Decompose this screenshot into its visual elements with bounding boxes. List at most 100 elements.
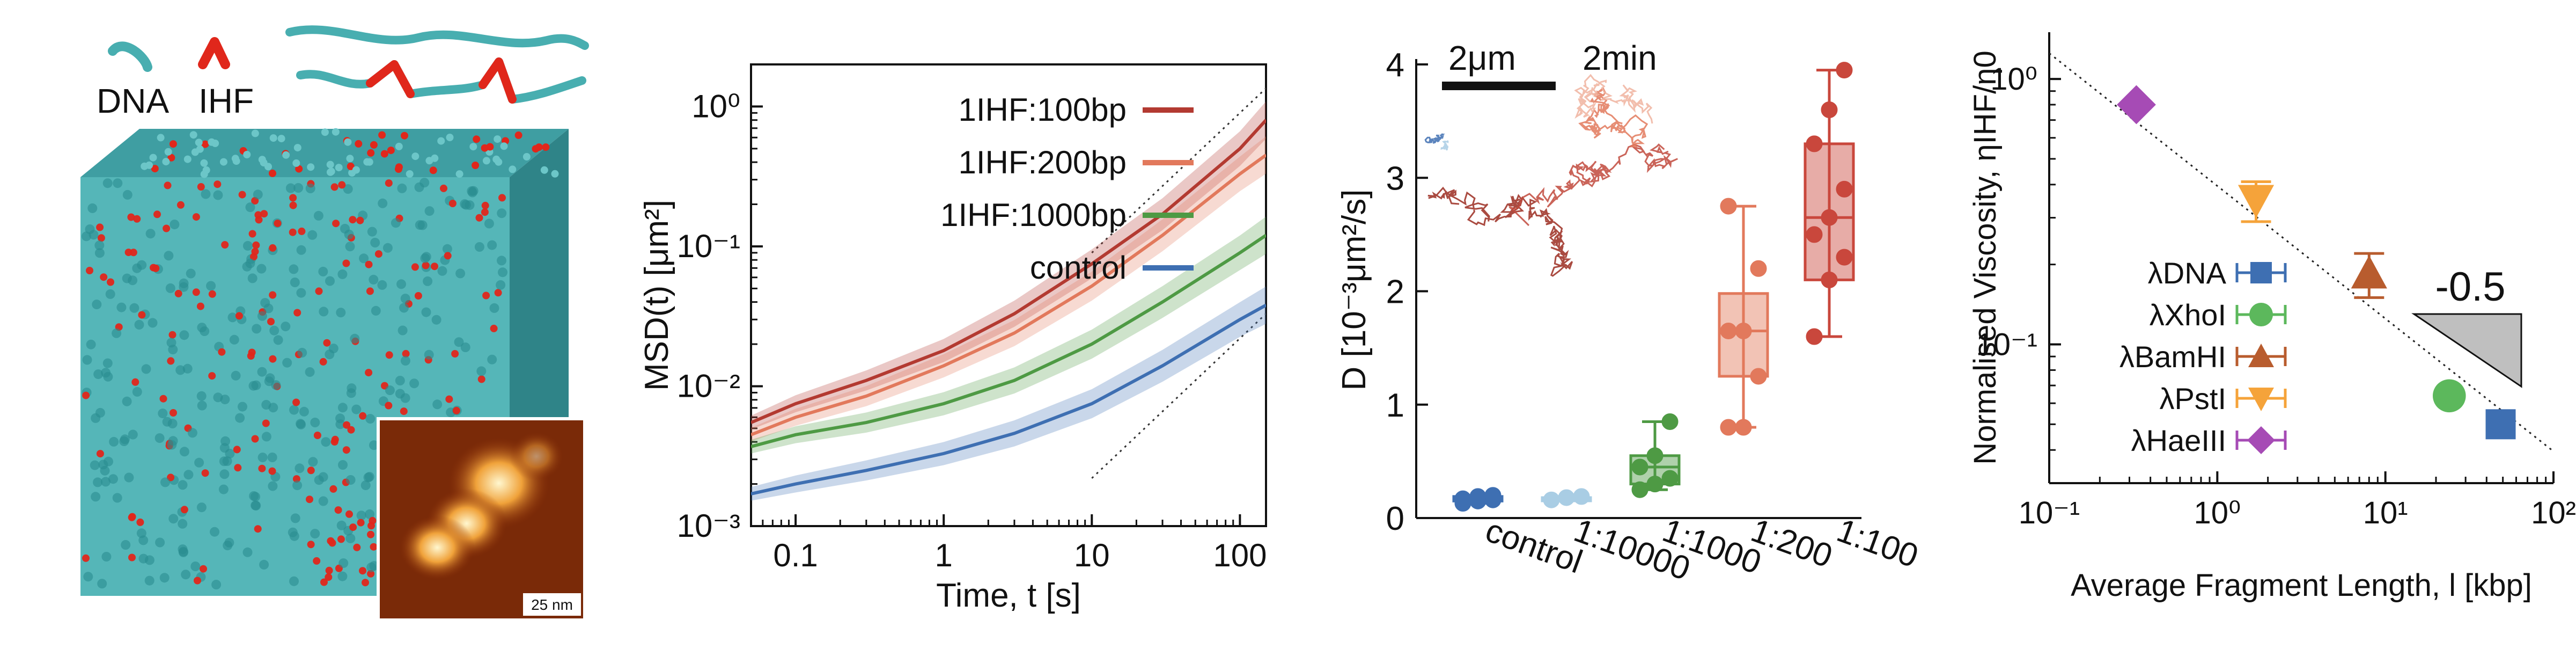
texture-dot [229,334,239,345]
texture-dot [285,183,296,193]
texture-dot [365,414,376,424]
texture-dot [187,428,197,438]
texture-dot [494,135,502,143]
texture-dot [349,216,357,224]
texture-dot [414,292,422,300]
trajectory-1to200-b [1574,74,1653,124]
y-tick-label: 4 [1386,47,1404,84]
texture-dot [277,135,285,143]
point-1:1000 [1631,458,1648,476]
texture-dot [319,358,327,366]
trajectory-control [1424,133,1445,144]
texture-dot [253,189,263,200]
texture-dot [144,575,154,586]
texture-dot [164,181,172,189]
texture-dot [305,184,315,193]
msd-band-1IHF:100bp [751,101,1266,429]
dna-ihf-bound-strand-illustration [296,57,586,104]
legend-label-1IHF:1000bp: 1IHF:1000bp [940,197,1127,233]
texture-dot [330,438,338,446]
texture-dot [145,229,156,239]
texture-dot [293,144,301,152]
texture-dot [128,513,136,521]
texture-dot [269,355,277,363]
texture-dot [344,138,352,146]
legend-label-control: control [1030,250,1127,286]
texture-dot [152,264,160,272]
point-1:100 [1806,135,1823,152]
texture-dot [323,339,331,347]
point-1:100 [1821,209,1838,226]
dna-strand-illustration [285,25,589,50]
texture-dot [359,567,366,575]
texture-dot [385,402,393,410]
texture-dot [101,552,112,562]
texture-dot [295,165,303,173]
texture-dot [164,251,174,261]
texture-dot [509,165,517,173]
point-1:100 [1836,180,1853,198]
texture-dot [359,412,367,420]
texture-dot [465,200,475,210]
texture-dot [395,142,403,150]
texture-dot [431,315,441,325]
texture-dot [249,491,259,501]
texture-dot [108,474,118,484]
texture-dot [289,228,297,236]
texture-dot [395,165,402,173]
x-tick-label: 10² [2531,495,2576,530]
dna-legend-label: DNA [97,82,169,120]
texture-dot [338,460,348,470]
legend-label-1IHF:100bp: 1IHF:100bp [958,92,1127,128]
texture-dot [310,529,320,539]
texture-dot [194,577,201,585]
texture-dot [329,485,337,493]
texture-dot [295,463,305,473]
texture-dot [326,168,334,176]
msd-line-1IHF:100bp [751,119,1266,424]
texture-dot [474,242,484,252]
texture-dot [347,162,355,170]
texture-dot [82,391,90,399]
texture-dot [451,350,459,358]
texture-dot [343,421,351,429]
texture-dot [490,324,498,332]
texture-dot [346,155,354,163]
texture-dot [365,260,373,268]
point-1:10000 [1573,488,1590,505]
texture-dot [347,426,355,434]
texture-dot [460,342,470,352]
texture-dot [307,163,315,171]
point-λDNA [2485,409,2516,440]
texture-dot [351,404,362,414]
texture-dot [251,435,259,443]
point-1:1000 [1661,470,1679,487]
texture-dot [94,240,105,251]
point-control [1484,487,1502,504]
y-tick-label: 10⁻¹ [1976,327,2037,362]
legend-label-1IHF:200bp: 1IHF:200bp [958,144,1127,180]
texture-dot [345,533,356,543]
texture-dot [218,348,226,356]
texture-dot [213,392,223,403]
texture-dot [101,477,111,487]
texture-dot [514,131,522,139]
texture-dot [421,307,431,317]
dna-legend-icon [108,41,152,72]
texture-dot [306,495,313,504]
texture-dot [93,477,103,487]
texture-dot [219,456,229,467]
texture-dot [163,224,171,232]
point-1:200 [1735,322,1752,339]
texture-dot [398,325,408,336]
point-λPstI [2238,185,2275,218]
category-label-1:200: 1:200 [1746,512,1837,575]
texture-dot [86,339,96,349]
texture-dot [298,227,306,235]
texture-dot [213,190,223,200]
texture-dot [257,311,267,321]
texture-dot [145,161,153,169]
texture-dot [214,180,222,188]
texture-dot [189,131,197,139]
